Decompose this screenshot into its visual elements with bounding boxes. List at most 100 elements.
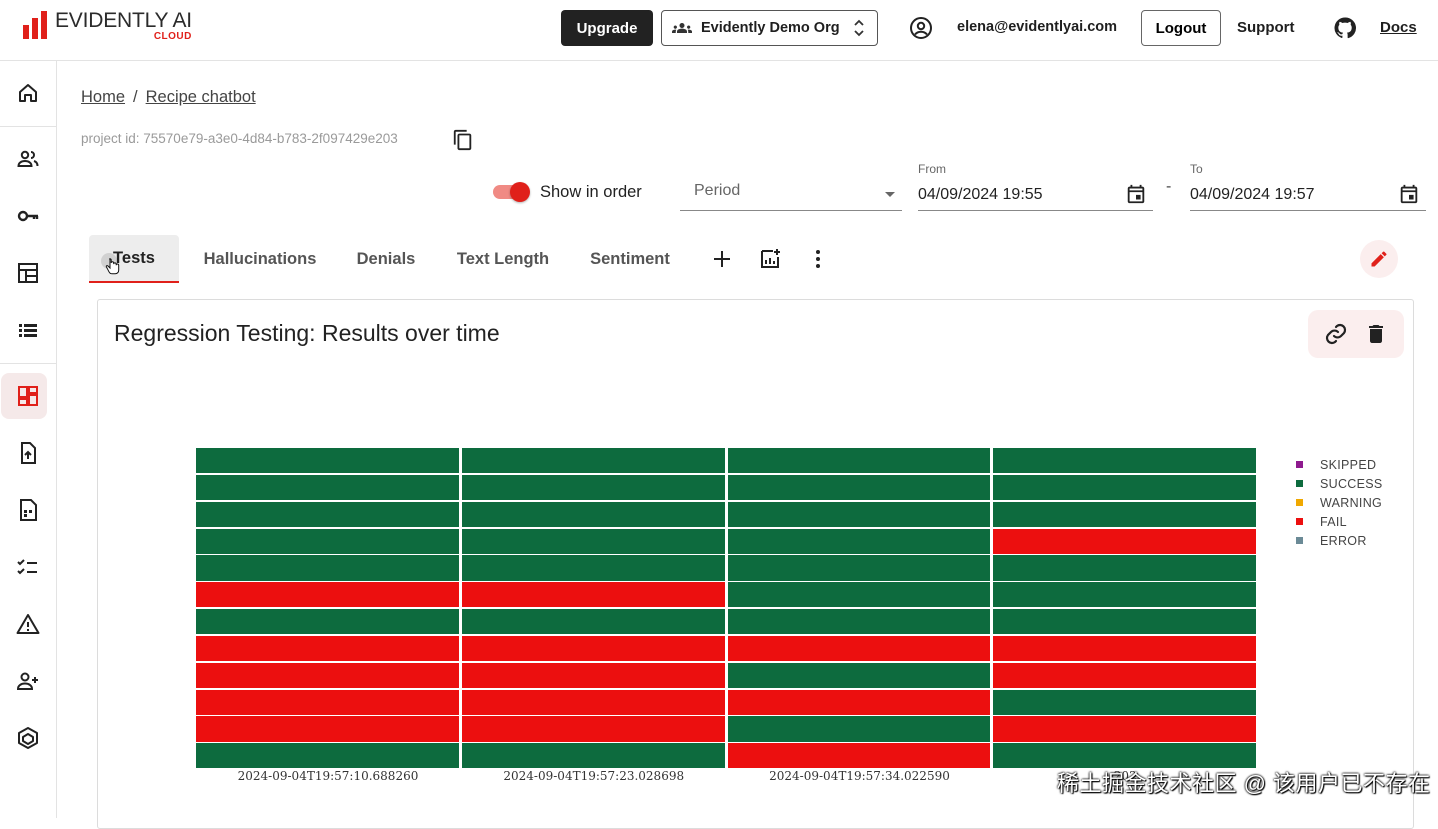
add-panel-icon[interactable] (758, 247, 782, 271)
calendar-icon[interactable] (1125, 183, 1147, 205)
heatmap-cell[interactable] (461, 448, 725, 474)
heatmap-cell[interactable] (993, 689, 1256, 715)
docs-link[interactable]: Docs (1380, 19, 1417, 36)
heatmap-cell[interactable] (727, 528, 991, 554)
org-selector[interactable]: Evidently Demo Org (661, 10, 878, 46)
heatmap-cell[interactable] (461, 716, 725, 742)
breadcrumb-project[interactable]: Recipe chatbot (145, 88, 256, 106)
tab-tests[interactable]: Tests (89, 235, 179, 283)
tab-sentiment[interactable]: Sentiment (590, 249, 670, 268)
heatmap-cell[interactable] (727, 474, 991, 501)
tab-hallucinations[interactable]: Hallucinations (203, 249, 317, 268)
panel-title: Regression Testing: Results over time (114, 320, 500, 346)
legend-item-error[interactable]: ERROR (1296, 531, 1383, 550)
heatmap-cell[interactable] (993, 555, 1256, 581)
heatmap-cell[interactable] (461, 474, 725, 501)
from-value[interactable]: 04/09/2024 19:55 (918, 186, 1043, 203)
legend-item-fail[interactable]: FAIL (1296, 512, 1383, 531)
add-tab-icon[interactable] (710, 247, 734, 271)
sidebar-item-keys[interactable] (0, 193, 56, 239)
sidebar-item-dashboards[interactable] (0, 250, 56, 296)
heatmap-cell[interactable] (727, 582, 991, 608)
account-circle-icon[interactable] (909, 16, 933, 40)
heatmap-cell[interactable] (196, 501, 459, 527)
heatmap-cell[interactable] (461, 635, 725, 662)
show-in-order-toggle[interactable] (493, 182, 531, 202)
breadcrumb-home[interactable]: Home (81, 88, 126, 106)
support-link[interactable]: Support (1237, 19, 1295, 36)
calendar-icon[interactable] (1398, 183, 1420, 205)
legend-item-warning[interactable]: WARNING (1296, 493, 1383, 512)
heatmap-cell[interactable] (727, 689, 991, 715)
tab-denials[interactable]: Denials (356, 249, 416, 268)
heatmap-cell[interactable] (727, 555, 991, 581)
legend-swatch (1296, 499, 1303, 506)
heatmap-cell[interactable] (727, 609, 991, 635)
heatmap-cell[interactable] (196, 689, 459, 715)
sidebar-item-package[interactable] (0, 715, 56, 761)
sidebar-item-add-user[interactable] (0, 658, 56, 704)
heatmap-cell[interactable] (727, 448, 991, 474)
heatmap-cell[interactable] (196, 662, 459, 688)
heatmap-cell[interactable] (196, 582, 459, 608)
heatmap-cell[interactable] (461, 662, 725, 688)
sidebar-item-reports[interactable] (0, 487, 56, 533)
to-value[interactable]: 04/09/2024 19:57 (1190, 186, 1315, 203)
heatmap-cell[interactable] (461, 582, 725, 608)
heatmap-cell[interactable] (461, 609, 725, 635)
heatmap-cell[interactable] (196, 716, 459, 742)
sidebar-item-alerts[interactable] (0, 601, 56, 647)
evidently-logo[interactable]: EVIDENTLY AI CLOUD (23, 10, 192, 50)
period-select[interactable]: Period (680, 172, 902, 211)
heatmap-cell[interactable] (993, 609, 1256, 635)
heatmap-cell[interactable] (196, 609, 459, 635)
github-icon[interactable] (1333, 16, 1357, 40)
heatmap-cell[interactable] (993, 662, 1256, 688)
more-vert-icon[interactable] (806, 247, 830, 271)
link-icon[interactable] (1324, 322, 1348, 346)
sidebar-item-home[interactable] (0, 70, 56, 116)
heatmap-cell[interactable] (196, 448, 459, 474)
pencil-icon (1371, 251, 1387, 267)
heatmap-cell[interactable] (993, 474, 1256, 501)
edit-dashboard-button[interactable] (1360, 240, 1398, 278)
delete-icon[interactable] (1364, 322, 1388, 346)
heatmap-cell[interactable] (196, 743, 459, 769)
heatmap-cell[interactable] (993, 448, 1256, 474)
to-date-field[interactable]: To 04/09/2024 19:57 (1190, 162, 1426, 211)
upgrade-button[interactable]: Upgrade (561, 10, 653, 46)
legend-item-success[interactable]: SUCCESS (1296, 474, 1383, 493)
sidebar-item-tests[interactable] (0, 544, 56, 590)
heatmap-cell[interactable] (993, 582, 1256, 608)
heatmap-cell[interactable] (993, 743, 1256, 769)
sidebar-item-list[interactable] (0, 307, 56, 353)
heatmap-cell[interactable] (727, 662, 991, 688)
heatmap-cell[interactable] (461, 555, 725, 581)
heatmap-cell[interactable] (727, 635, 991, 662)
tab-text-length[interactable]: Text Length (456, 249, 550, 268)
sidebar-item-dashboard-active[interactable] (0, 373, 56, 419)
heatmap-cell[interactable] (196, 555, 459, 581)
logout-button[interactable]: Logout (1141, 10, 1221, 46)
sidebar-item-upload[interactable] (0, 430, 56, 476)
heatmap-cell[interactable] (461, 743, 725, 769)
heatmap-cell[interactable] (727, 716, 991, 742)
heatmap-cell[interactable] (993, 716, 1256, 742)
sidebar-item-users[interactable] (0, 136, 56, 182)
heatmap-cell[interactable] (993, 501, 1256, 527)
from-date-field[interactable]: From 04/09/2024 19:55 (918, 162, 1153, 211)
heatmap-cell[interactable] (461, 528, 725, 554)
copy-icon[interactable] (452, 129, 474, 151)
heatmap-cell[interactable] (196, 474, 459, 501)
heatmap-cell[interactable] (461, 689, 725, 715)
heatmap-cell[interactable] (993, 528, 1256, 554)
legend-item-skipped[interactable]: SKIPPED (1296, 455, 1383, 474)
heatmap-cell[interactable] (196, 635, 459, 662)
heatmap-cell[interactable] (727, 743, 991, 769)
legend-swatch (1296, 537, 1303, 544)
org-name: Evidently Demo Org (701, 20, 840, 36)
heatmap-cell[interactable] (727, 501, 991, 527)
heatmap-cell[interactable] (993, 635, 1256, 662)
heatmap-cell[interactable] (196, 528, 459, 554)
heatmap-cell[interactable] (461, 501, 725, 527)
